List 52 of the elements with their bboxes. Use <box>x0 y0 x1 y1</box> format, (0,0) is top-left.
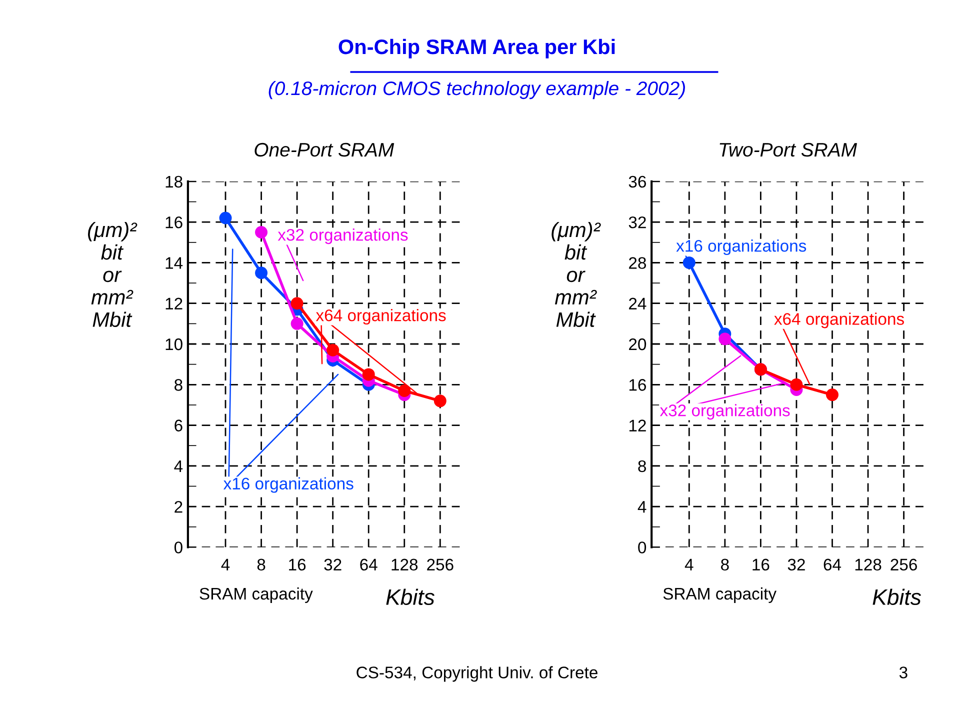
x-axis-title: SRAM capacity <box>200 587 313 603</box>
series-label: x32 organizations <box>660 404 790 420</box>
x-tick-label: 256 <box>890 558 917 571</box>
x-tick-label: 4 <box>221 558 230 570</box>
y-tick-label: 14 <box>166 257 183 269</box>
x-tick-label: 16 <box>752 558 770 571</box>
text: x64 organizations <box>774 312 904 328</box>
y-tick-label: 16 <box>629 379 646 391</box>
y-tick-label: 32 <box>628 216 646 228</box>
x-tick-label: 32 <box>788 558 805 571</box>
x-axis-title: SRAM capacity <box>663 587 776 603</box>
y-tick-label: 12 <box>166 298 182 310</box>
x-tick-label: 128 <box>392 558 418 571</box>
series-label: x16 organizations <box>676 240 806 256</box>
y-tick-label: 16 <box>166 216 182 228</box>
x-tick-label: 64 <box>360 558 378 571</box>
y-tick-label: 20 <box>629 338 646 350</box>
series-label: x32 organizations <box>278 228 408 244</box>
y-tick-label: 28 <box>629 257 646 269</box>
chart-title: Two-Port SRAM <box>720 142 858 157</box>
text: (0.18-micron CMOS technology example - 2002) <box>268 80 685 100</box>
y-axis-title: (μm)² bit or mm² Mbit <box>88 222 138 328</box>
y-tick-label: 4 <box>174 460 183 472</box>
y-tick-label: 12 <box>629 420 646 432</box>
x-tick-label: 32 <box>324 558 342 571</box>
text: 3 <box>899 666 908 678</box>
y-tick-label: 10 <box>166 338 182 350</box>
y-tick-label: 0 <box>174 542 182 554</box>
text: Kbits <box>386 588 434 606</box>
x-tick-label: 16 <box>289 558 306 571</box>
y-axis-title: (μm)² bit or mm² Mbit <box>552 222 601 328</box>
x-tick-label: 64 <box>824 558 842 571</box>
y-tick-label: 24 <box>629 298 646 310</box>
text: x16 organizations <box>223 477 354 493</box>
x-tick-label: 4 <box>684 558 694 570</box>
text: Kbits <box>872 588 922 606</box>
y-tick-label: 6 <box>174 420 182 432</box>
y-tick-label: 18 <box>166 176 182 188</box>
x-tick-label: 8 <box>257 558 266 571</box>
text: On-Chip SRAM Area per Kbi <box>338 38 615 58</box>
x-tick-label: 256 <box>427 558 454 571</box>
y-tick-label: 8 <box>174 379 182 391</box>
x-tick-label: 128 <box>855 558 882 571</box>
y-tick-label: 4 <box>638 501 646 513</box>
chart-title: One-Port SRAM <box>254 142 394 157</box>
text: CS-534, Copyright Univ. of Crete <box>356 666 598 682</box>
y-tick-label: 36 <box>628 176 646 188</box>
y-tick-label: 8 <box>638 460 646 472</box>
series-label: x64 organizations <box>316 309 446 325</box>
x-tick-label: 8 <box>721 558 729 571</box>
y-tick-label: 2 <box>174 500 182 513</box>
y-tick-label: 0 <box>638 542 646 554</box>
